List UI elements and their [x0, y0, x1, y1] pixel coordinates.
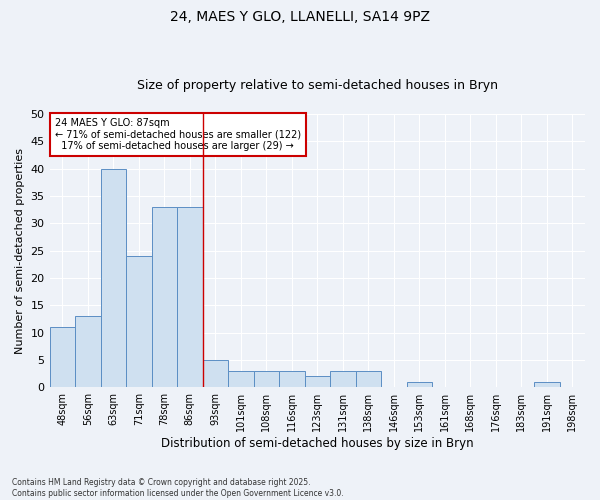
Bar [177, 207, 203, 388]
Bar [101, 168, 126, 388]
Bar [50, 327, 75, 388]
Bar [330, 371, 356, 388]
Bar [254, 371, 279, 388]
Title: Size of property relative to semi-detached houses in Bryn: Size of property relative to semi-detach… [137, 79, 498, 92]
Bar [126, 256, 152, 388]
Bar [407, 382, 432, 388]
Bar [228, 371, 254, 388]
Bar [203, 360, 228, 388]
Y-axis label: Number of semi-detached properties: Number of semi-detached properties [15, 148, 25, 354]
Bar [356, 371, 381, 388]
Bar [305, 376, 330, 388]
X-axis label: Distribution of semi-detached houses by size in Bryn: Distribution of semi-detached houses by … [161, 437, 473, 450]
Text: 24, MAES Y GLO, LLANELLI, SA14 9PZ: 24, MAES Y GLO, LLANELLI, SA14 9PZ [170, 10, 430, 24]
Bar [152, 207, 177, 388]
Text: Contains HM Land Registry data © Crown copyright and database right 2025.
Contai: Contains HM Land Registry data © Crown c… [12, 478, 344, 498]
Bar [279, 371, 305, 388]
Bar [534, 382, 560, 388]
Text: 24 MAES Y GLO: 87sqm
← 71% of semi-detached houses are smaller (122)
  17% of se: 24 MAES Y GLO: 87sqm ← 71% of semi-detac… [55, 118, 301, 152]
Bar [75, 316, 101, 388]
